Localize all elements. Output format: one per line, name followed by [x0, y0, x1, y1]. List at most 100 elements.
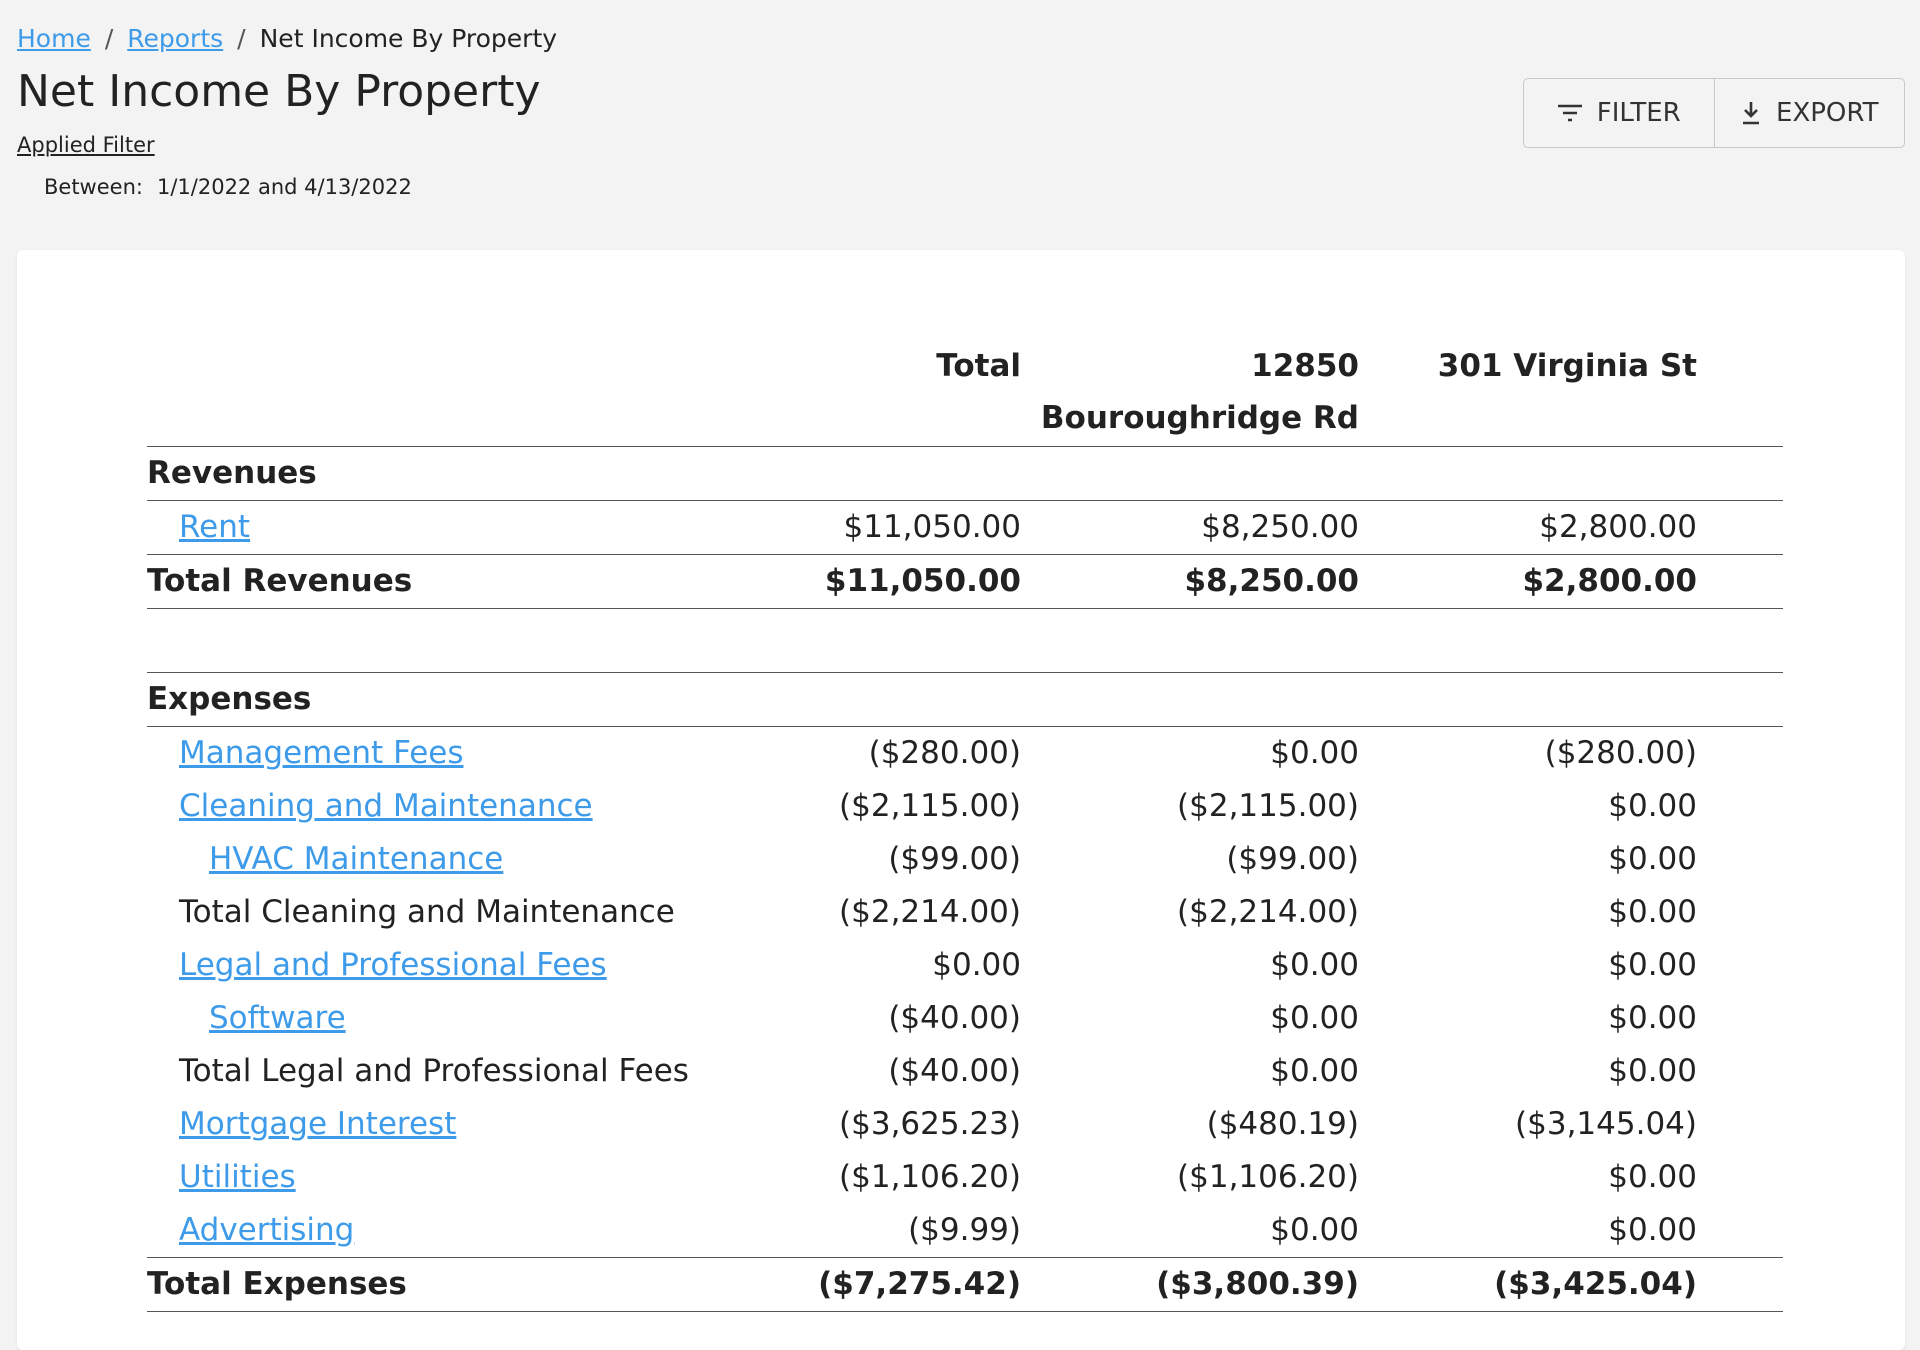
amount-cell: $0.00 — [1270, 1212, 1359, 1249]
amount-cell: ($3,425.04) — [1359, 1257, 1783, 1312]
row-label: Revenues — [147, 446, 747, 501]
amount-cell: $0.00 — [1608, 841, 1697, 878]
amount-cell: ($99.00) — [1226, 841, 1359, 878]
account-link[interactable]: HVAC Maintenance — [209, 841, 504, 878]
amount-cell — [1359, 672, 1783, 727]
amount-cell — [747, 446, 1021, 501]
table-row: Management Fees ($280.00) $0.00 ($280.00) — [147, 727, 1783, 781]
table-row: Total Revenues $11,050.00 $8,250.00 $2,800.… — [147, 554, 1783, 609]
amount-cell: ($40.00) — [888, 1000, 1021, 1037]
filter-info: Between: 1/1/2022 and 4/13/2022 — [44, 175, 426, 199]
header-row: Total 12850 Bouroughridge Rd 301 Virginia … — [147, 340, 1783, 447]
row-label: Legal and Professional Fees — [147, 939, 747, 992]
label-text: Total Expenses — [147, 1266, 407, 1303]
amount-cell: $2,800.00 — [1359, 554, 1783, 609]
breadcrumb-link[interactable]: Home — [17, 24, 91, 53]
amount-cell: ($2,115.00) — [1177, 788, 1359, 825]
amount-cell: ($1,106.20) — [839, 1159, 1021, 1196]
export-button[interactable]: EXPORT — [1713, 79, 1905, 147]
amount-cell: $2,800.00 — [1539, 509, 1697, 546]
amount-cell: $11,050.00 — [747, 554, 1021, 609]
row-label: Total Legal and Professional Fees — [147, 1045, 747, 1098]
page-title: Net Income By Property — [17, 66, 541, 117]
filter-label: Between: — [44, 175, 143, 199]
amount-cell: ($40.00) — [888, 1053, 1021, 1090]
page: Home / Reports / Net Income By Property Net … — [17, 24, 1905, 1350]
amount-cell: $0.00 — [932, 947, 1021, 984]
spacer-cell — [147, 608, 1783, 673]
account-link[interactable]: Cleaning and Maintenance — [179, 788, 593, 825]
report-card: Total 12850 Bouroughridge Rd 301 Virginia … — [17, 250, 1905, 1350]
label-text: Total Revenues — [147, 563, 413, 600]
table-row: Advertising ($9.99) $0.00 $0.00 — [147, 1204, 1783, 1258]
column-header: 301 Virginia St — [1437, 348, 1697, 384]
amount-cell: ($7,275.42) — [747, 1257, 1021, 1312]
amount-cell — [1359, 446, 1783, 501]
amount-cell: ($3,145.04) — [1515, 1106, 1697, 1143]
row-label: Advertising — [147, 1204, 747, 1258]
row-label: Mortgage Interest — [147, 1098, 747, 1151]
table-row: Total Cleaning and Maintenance ($2,214.00… — [147, 886, 1783, 939]
table-row: HVAC Maintenance ($99.00) ($99.00) $0.00 — [147, 833, 1783, 886]
amount-cell: ($9.99) — [908, 1212, 1021, 1249]
account-link[interactable]: Rent — [179, 509, 251, 546]
label-text: Expenses — [147, 681, 312, 718]
table-row: Total Expenses ($7,275.42) ($3,800.39) ($3,… — [147, 1257, 1783, 1312]
amount-cell: $0.00 — [1270, 1000, 1359, 1037]
account-link[interactable]: Management Fees — [179, 735, 464, 772]
amount-cell — [1021, 672, 1359, 727]
row-label: Software — [147, 992, 747, 1045]
report-table: Total 12850 Bouroughridge Rd 301 Virginia … — [147, 340, 1783, 1312]
account-link[interactable]: Advertising — [179, 1212, 355, 1249]
amount-cell: ($99.00) — [888, 841, 1021, 878]
amount-cell: ($2,214.00) — [1177, 894, 1359, 931]
label-text: Total Legal and Professional Fees — [179, 1053, 689, 1090]
amount-cell — [747, 672, 1021, 727]
amount-cell: ($1,106.20) — [1177, 1159, 1359, 1196]
button-label: FILTER — [1596, 98, 1681, 128]
spacer-row — [147, 608, 1783, 673]
amount-cell: $8,250.00 — [1201, 509, 1359, 546]
table-row: Mortgage Interest ($3,625.23) ($480.19) ($3… — [147, 1098, 1783, 1151]
amount-cell: ($2,115.00) — [839, 788, 1021, 825]
amount-cell: ($280.00) — [868, 735, 1021, 772]
amount-cell: $0.00 — [1270, 947, 1359, 984]
account-link[interactable]: Utilities — [179, 1159, 296, 1196]
breadcrumb-link[interactable]: Reports — [127, 24, 224, 53]
table-row: Revenues — [147, 446, 1783, 501]
amount-cell: $0.00 — [1608, 1212, 1697, 1249]
amount-cell: $0.00 — [1608, 947, 1697, 984]
table-row: Legal and Professional Fees $0.00 $0.00 $0.… — [147, 939, 1783, 992]
amount-cell: $0.00 — [1608, 894, 1697, 931]
row-label: Expenses — [147, 672, 747, 727]
row-label: Utilities — [147, 1151, 747, 1204]
filter-button[interactable]: FILTER — [1524, 79, 1714, 147]
row-label: Rent — [147, 501, 747, 555]
account-link[interactable]: Legal and Professional Fees — [179, 947, 607, 984]
row-label: HVAC Maintenance — [147, 833, 747, 886]
button-group: FILTER EXPORT — [1523, 78, 1905, 148]
table-row: Rent $11,050.00 $8,250.00 $2,800.00 — [147, 501, 1783, 555]
table-row: Expenses — [147, 672, 1783, 727]
row-label: Management Fees — [147, 727, 747, 781]
account-link[interactable]: Mortgage Interest — [179, 1106, 457, 1143]
amount-cell: $0.00 — [1608, 788, 1697, 825]
export-icon — [1743, 102, 1760, 125]
table-row: Cleaning and Maintenance ($2,115.00) ($2,1… — [147, 780, 1783, 833]
label-text: Total Cleaning and Maintenance — [179, 894, 675, 931]
amount-cell: $0.00 — [1270, 735, 1359, 772]
account-link[interactable]: Software — [209, 1000, 346, 1037]
amount-cell: $0.00 — [1608, 1000, 1697, 1037]
amount-cell: ($3,800.39) — [1021, 1257, 1359, 1312]
row-label: Total Cleaning and Maintenance — [147, 886, 747, 939]
table-row: Software ($40.00) $0.00 $0.00 — [147, 992, 1783, 1045]
table-row: Utilities ($1,106.20) ($1,106.20) $0.00 — [147, 1151, 1783, 1204]
breadcrumb-current: Net Income By Property — [259, 24, 558, 53]
amount-cell: ($480.19) — [1206, 1106, 1359, 1143]
amount-cell — [1021, 446, 1359, 501]
amount-cell: ($280.00) — [1544, 735, 1697, 772]
amount-cell: ($3,625.23) — [839, 1106, 1021, 1143]
amount-cell: $0.00 — [1608, 1159, 1697, 1196]
row-label: Cleaning and Maintenance — [147, 780, 747, 833]
breadcrumb: Home / Reports / Net Income By Property — [17, 24, 558, 53]
